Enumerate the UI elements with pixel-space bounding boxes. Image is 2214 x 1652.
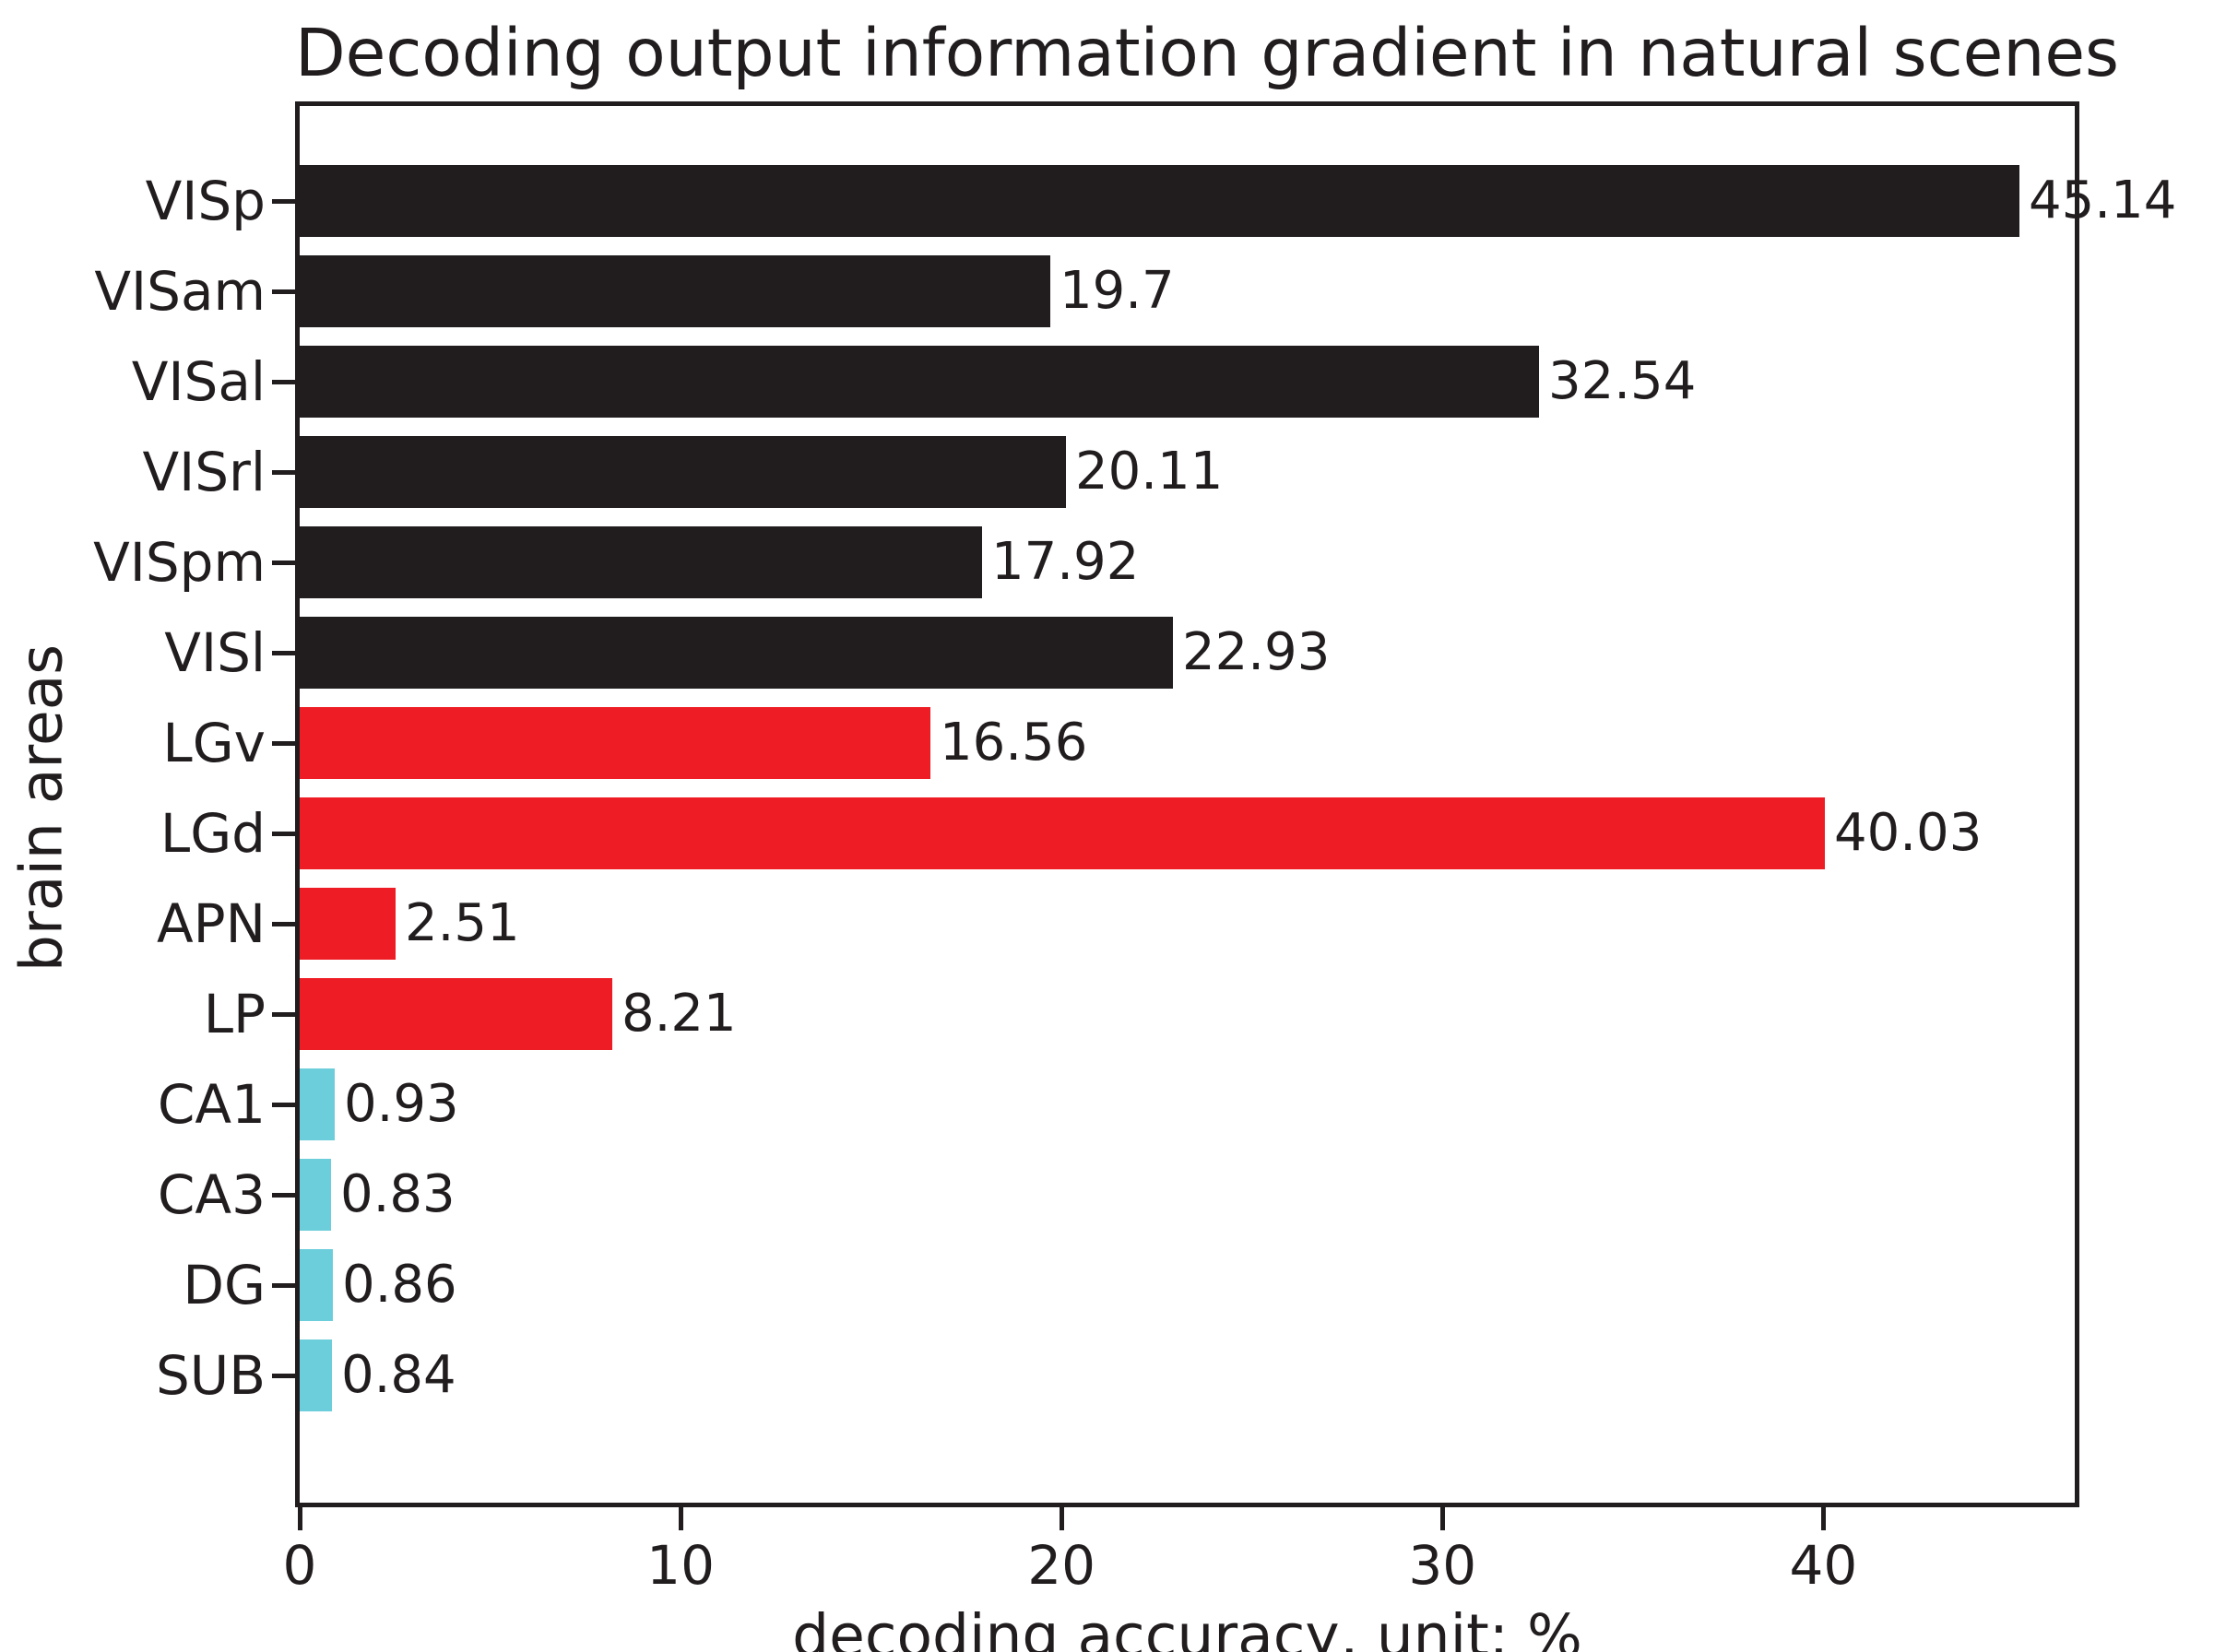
bar-LP: [300, 978, 612, 1050]
bar-CA1: [300, 1068, 335, 1140]
bar-value-SUB: 0.84: [341, 1345, 456, 1405]
bar-LGv: [300, 707, 930, 779]
x-tick-10: [678, 1507, 683, 1530]
x-tick-30: [1439, 1507, 1445, 1530]
bar-value-CA1: 0.93: [344, 1074, 459, 1134]
y-tick-label-CA3: CA3: [157, 1163, 266, 1226]
y-tick-VISal: [272, 379, 295, 384]
y-tick-VISp: [272, 198, 295, 204]
x-axis-label: decoding accuracy, unit: %: [792, 1602, 1582, 1652]
bar-value-LGd: 40.03: [1834, 803, 1983, 863]
bar-value-VISrl: 20.11: [1075, 442, 1224, 502]
y-tick-CA1: [272, 1102, 295, 1107]
plot-area: [295, 101, 2079, 1507]
bar-value-VISpm: 17.92: [991, 532, 1140, 592]
bar-value-CA3: 0.83: [340, 1164, 456, 1224]
bar-value-LGv: 16.56: [940, 713, 1088, 773]
y-tick-label-VISam: VISam: [94, 260, 266, 323]
bar-value-VISal: 32.54: [1548, 351, 1697, 411]
bar-value-VISl: 22.93: [1182, 622, 1331, 682]
bar-VISl: [300, 617, 1173, 689]
y-tick-APN: [272, 921, 295, 926]
y-tick-CA3: [272, 1192, 295, 1198]
x-tick-label-30: 30: [1408, 1534, 1477, 1597]
y-tick-SUB: [272, 1373, 295, 1378]
bar-value-LP: 8.21: [622, 984, 737, 1044]
bar-value-APN: 2.51: [405, 893, 520, 953]
bar-value-VISp: 45.14: [2029, 171, 2177, 230]
x-tick-label-20: 20: [1027, 1534, 1096, 1597]
y-tick-label-APN: APN: [156, 892, 266, 955]
x-tick-label-0: 0: [282, 1534, 317, 1597]
bar-LGd: [300, 797, 1825, 869]
y-tick-label-VISp: VISp: [145, 170, 266, 232]
bar-VISrl: [300, 436, 1066, 508]
y-tick-label-LGv: LGv: [162, 712, 266, 774]
y-tick-label-DG: DG: [183, 1254, 266, 1316]
chart-title: Decoding output information gradient in …: [295, 15, 2120, 91]
y-tick-VISl: [272, 650, 295, 655]
y-tick-LP: [272, 1011, 295, 1017]
x-tick-0: [297, 1507, 302, 1530]
x-tick-label-40: 40: [1789, 1534, 1858, 1597]
bar-SUB: [300, 1339, 332, 1411]
y-tick-VISpm: [272, 560, 295, 565]
x-tick-20: [1059, 1507, 1064, 1530]
y-tick-VISrl: [272, 469, 295, 475]
bar-APN: [300, 888, 396, 960]
x-tick-label-10: 10: [646, 1534, 715, 1597]
y-tick-label-LP: LP: [203, 983, 266, 1045]
y-tick-label-VISpm: VISpm: [93, 531, 266, 594]
y-tick-VISam: [272, 289, 295, 294]
y-tick-LGv: [272, 740, 295, 746]
y-tick-label-SUB: SUB: [155, 1344, 266, 1407]
bar-VISal: [300, 346, 1539, 418]
bar-VISpm: [300, 526, 982, 598]
y-tick-label-VISl: VISl: [164, 621, 266, 684]
y-tick-label-LGd: LGd: [160, 802, 266, 865]
y-tick-DG: [272, 1282, 295, 1288]
bar-DG: [300, 1249, 333, 1321]
bar-value-DG: 0.86: [342, 1255, 457, 1315]
y-tick-label-VISrl: VISrl: [142, 441, 266, 503]
y-tick-LGd: [272, 831, 295, 836]
bar-value-VISam: 19.7: [1060, 261, 1175, 321]
bar-CA3: [300, 1159, 331, 1231]
bar-VISp: [300, 165, 2019, 237]
x-tick-40: [1820, 1507, 1826, 1530]
bar-VISam: [300, 255, 1050, 327]
y-tick-label-CA1: CA1: [157, 1073, 266, 1136]
y-tick-label-VISal: VISal: [131, 350, 266, 413]
